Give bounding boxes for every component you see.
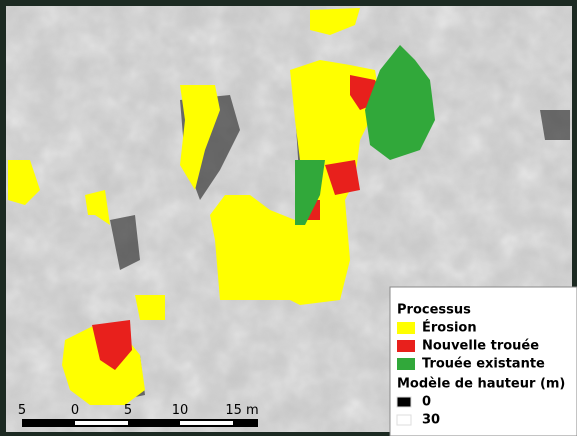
legend-swatch <box>397 358 415 370</box>
scale-label: 0 <box>71 403 79 418</box>
legend-label: 30 <box>422 413 440 428</box>
legend-label: Érosion <box>422 320 477 336</box>
map-view: 5 0 5 10 15 m Processus Érosion Nouvelle troué… <box>0 0 577 436</box>
scale-label: 5 <box>18 403 26 418</box>
scale-label: 10 <box>172 403 189 418</box>
legend-title: Processus <box>397 303 471 318</box>
legend-swatch <box>397 340 415 352</box>
legend-subtitle: Modèle de hauteur (m) <box>397 377 565 392</box>
legend-swatch <box>397 397 411 407</box>
legend-swatch <box>397 415 411 425</box>
legend-label: Trouée existante <box>422 357 545 372</box>
scale-label: 15 m <box>225 403 258 418</box>
legend-label: Nouvelle trouée <box>422 339 539 354</box>
scale-label: 5 <box>124 403 132 418</box>
scale-bar <box>22 419 258 427</box>
legend-label: 0 <box>422 395 431 410</box>
map-canvas: 5 0 5 10 15 m Processus Érosion Nouvelle troué… <box>0 0 577 436</box>
legend-swatch <box>397 322 415 334</box>
